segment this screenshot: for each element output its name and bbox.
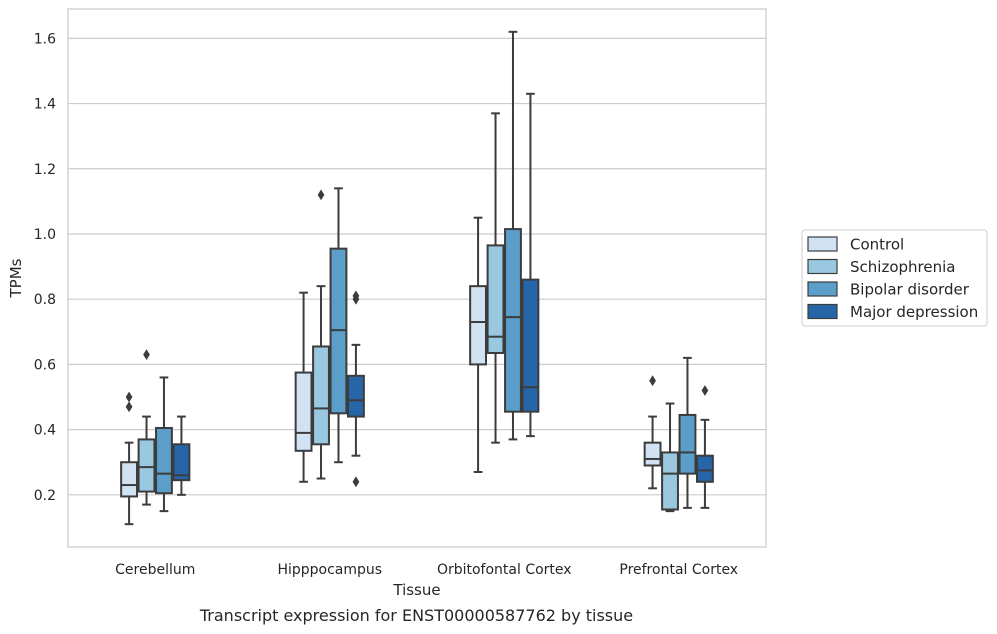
box-iqr [678, 413, 697, 475]
y-tick-label: 0.8 [34, 292, 56, 308]
box-control-1 [294, 291, 313, 483]
outlier-point [125, 391, 133, 403]
box-iqr [120, 461, 139, 498]
outlier-point [649, 375, 656, 387]
grid-lines [68, 37, 766, 496]
y-tick-label: 1.2 [34, 162, 56, 178]
box-iqr [347, 374, 365, 418]
outlier-point [352, 476, 360, 488]
legend: Control Schizophrenia Bipolar disorder Majo… [801, 229, 988, 327]
box-bipolar-disorder-0 [155, 376, 173, 513]
box-schizophrenia-2 [486, 112, 505, 444]
legend-swatch [807, 303, 838, 320]
y-tick-label: 1.0 [34, 227, 56, 243]
x-tick-label: Cerebellum [115, 562, 195, 578]
y-tick-label: 1.6 [34, 31, 56, 47]
box-iqr [696, 454, 714, 483]
x-axis-label: Tissue [392, 581, 440, 599]
box-iqr [504, 228, 522, 413]
box-control-0 [120, 391, 139, 526]
box-iqr [521, 278, 540, 413]
box-iqr [294, 371, 313, 452]
legend-swatch [807, 281, 838, 297]
x-tick-label: Orbitofontal Cortex [437, 562, 572, 578]
box-iqr [643, 441, 662, 467]
legend-swatch [807, 236, 838, 252]
box-schizophrenia-0 [137, 349, 156, 506]
y-tick-label: 0.2 [34, 488, 56, 504]
y-tick-label: 0.4 [34, 423, 56, 439]
box-iqr [486, 244, 505, 354]
box-iqr [312, 345, 330, 446]
y-axis-label: TPMs [7, 258, 25, 298]
box-iqr [172, 443, 191, 482]
box-major-depression-1 [347, 290, 365, 488]
box-iqr [661, 451, 679, 511]
outlier-point [143, 349, 150, 361]
legend-label: Bipolar disorder [850, 281, 970, 299]
box-major-depression-0 [172, 415, 191, 496]
box-iqr [137, 438, 156, 493]
box-iqr [155, 426, 173, 495]
box-control-2 [469, 216, 487, 474]
outlier-point [701, 385, 709, 396]
legend-label: Major depression [850, 303, 978, 321]
x-tick-label: Hipppocampus [277, 562, 382, 578]
legend-swatch [807, 258, 838, 275]
box-major-depression-3 [696, 385, 714, 509]
outlier-point [125, 401, 133, 413]
box-bipolar-disorder-1 [329, 187, 348, 464]
box-plot-marks [120, 30, 714, 526]
legend-label: Control [850, 236, 904, 254]
outlier-point [317, 189, 325, 201]
box-schizophrenia-3 [661, 402, 679, 513]
y-tick-labels: 0.2 0.4 0.6 0.8 1.0 1.2 1.4 1.6 [34, 31, 56, 503]
box-bipolar-disorder-2 [504, 30, 522, 441]
box-major-depression-2 [521, 92, 540, 438]
box-schizophrenia-1 [312, 189, 330, 480]
legend-label: Schizophrenia [850, 258, 955, 276]
plot-area-frame [67, 8, 767, 548]
outlier-point [352, 290, 360, 302]
chart-caption: Transcript expression for ENST0000058776… [199, 606, 634, 625]
x-tick-labels: Cerebellum Hipppocampus Orbitofontal Corte… [115, 562, 738, 578]
y-tick-label: 1.4 [34, 97, 56, 113]
box-iqr [469, 285, 487, 366]
legend-frame [801, 229, 988, 327]
x-tick-label: Prefrontal Cortex [619, 562, 738, 578]
box-bipolar-disorder-3 [678, 356, 697, 509]
y-tick-label: 0.6 [34, 357, 56, 373]
box-control-3 [643, 375, 662, 490]
